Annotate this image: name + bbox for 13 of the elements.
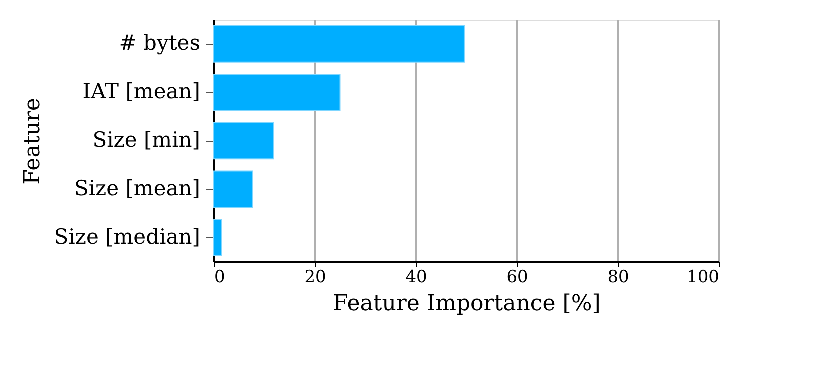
x-tick-label: 60 (506, 268, 528, 288)
x-tick-label: 20 (304, 268, 326, 288)
y-tick-label: IAT [mean] (82, 80, 200, 104)
x-tick-label: 100 (687, 268, 720, 288)
x-tick-label: 0 (214, 268, 226, 288)
y-tick-label: Size [min] (92, 128, 200, 152)
y-axis-title: Feature (20, 98, 46, 185)
x-tick-label: 80 (608, 268, 630, 288)
y-tick-label: # bytes (119, 31, 200, 56)
y-tick-label: Size [median] (54, 224, 200, 249)
y-tick-label: Size [mean] (74, 176, 200, 200)
x-axis-title: Feature Importance [%] (333, 292, 601, 316)
x-tick-label: 40 (406, 268, 428, 288)
